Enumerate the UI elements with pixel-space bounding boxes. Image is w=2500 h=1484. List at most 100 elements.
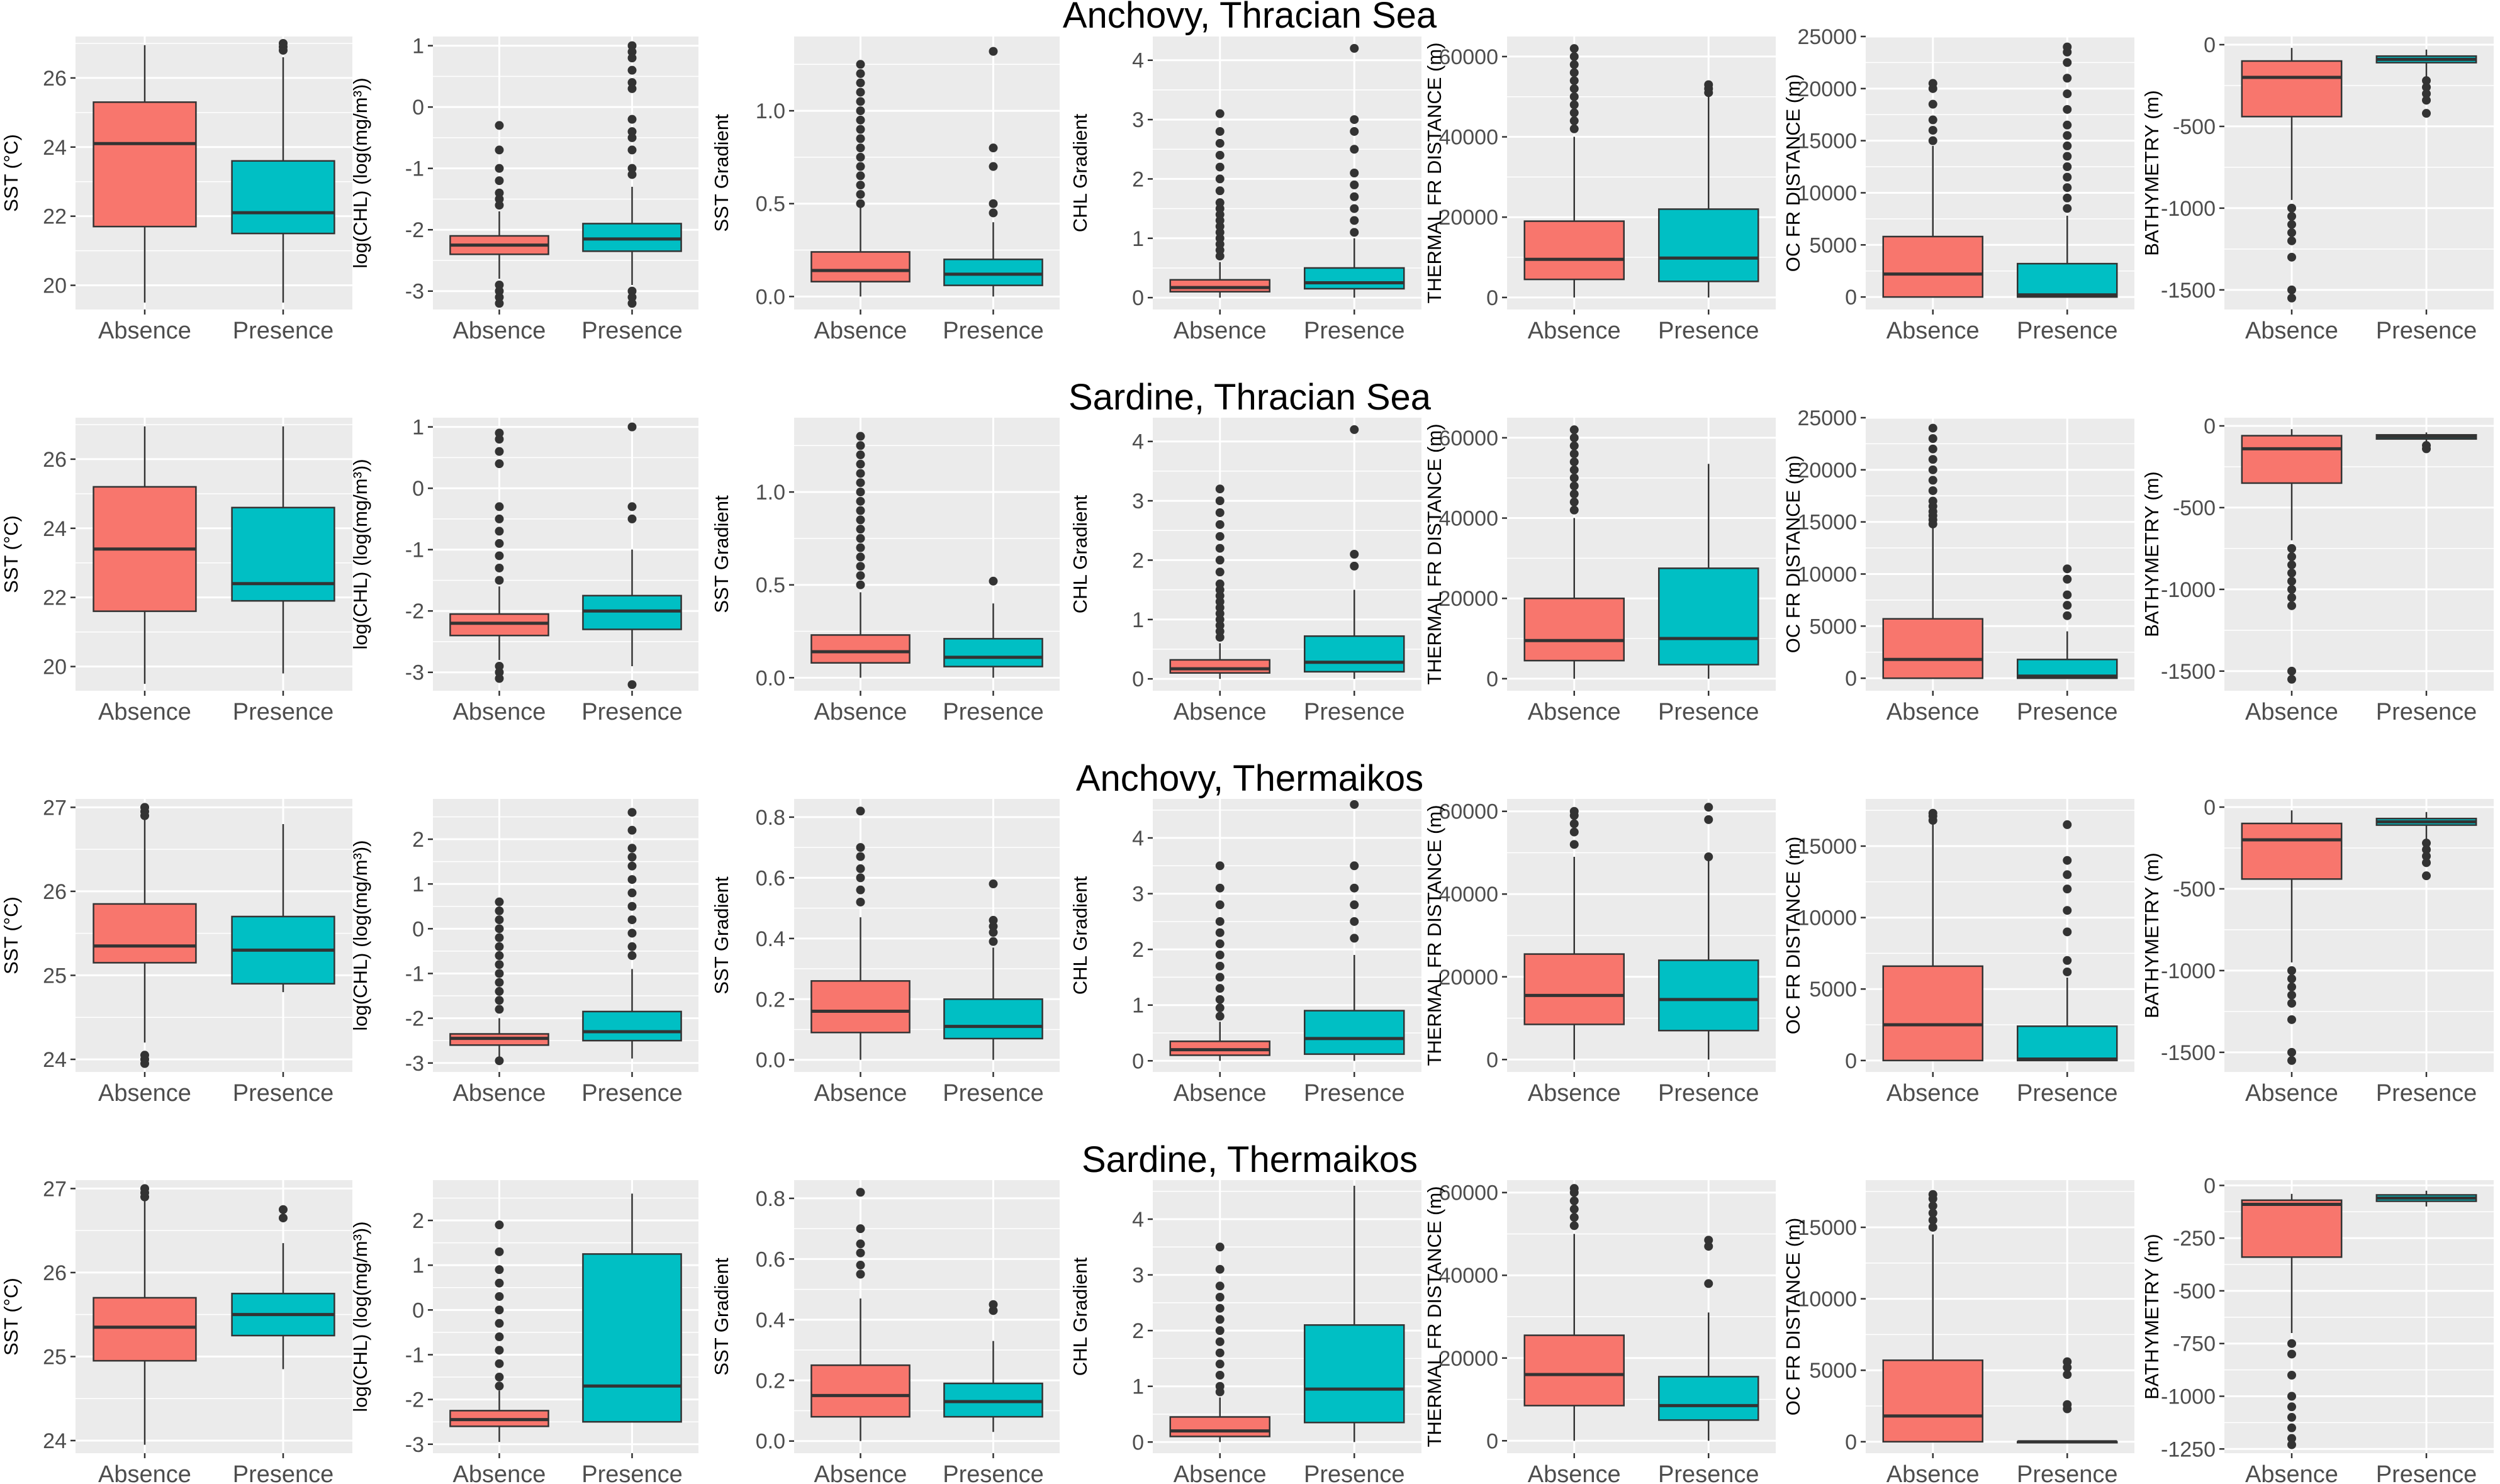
box-presence [582,808,682,1059]
outlier-point [495,661,504,671]
outlier-point [2063,927,2072,937]
outlier-point [1350,800,1359,809]
outlier-point [495,286,504,296]
outlier-point [1215,1003,1225,1013]
iqr-box [1523,1334,1625,1407]
outlier-point [2287,1440,2296,1449]
outlier-point [2063,856,2072,865]
outlier-point [856,1261,865,1270]
y-tick-label: -2 [405,218,424,242]
box-presence [943,1300,1043,1432]
x-category-label: Presence [943,318,1044,344]
outlier-point [140,1059,149,1068]
box-presence [231,824,335,993]
outlier-point [856,1239,865,1249]
outlier-point [2063,152,2072,161]
outlier-point [1704,80,1713,89]
outlier-point [2063,574,2072,584]
y-tick-label: 1.0 [756,481,785,505]
outlier-point [1215,484,1225,494]
iqr-box [810,1364,911,1418]
outlier-point [1569,806,1579,816]
outlier-point [1928,99,1937,109]
y-tick-label: 0 [2204,415,2216,438]
outlier-point [495,897,504,907]
outlier-point [2063,172,2072,182]
outlier-point [627,915,637,925]
iqr-box [1882,235,1983,298]
outlier-point [856,543,865,552]
y-tick-label: 24 [43,1048,67,1072]
panel-3-oc: 0 5000 10000 15000 Absence Presence OC FR DIST… [1782,799,2134,1107]
y-tick-label: 0 [412,1298,424,1322]
outlier-point [1569,60,1579,69]
box-presence [2375,1190,2477,1207]
box-absence [1882,808,1983,1062]
outlier-point [2063,120,2072,130]
y-tick-label: 4 [1132,827,1144,851]
y-tick-label: 1 [1132,994,1144,1018]
box-presence [2375,432,2477,454]
outlier-point [1704,1242,1713,1251]
outlier-point [856,806,865,816]
outlier-point [2287,252,2296,262]
panel-background [1153,36,1421,310]
y-tick-label: -250 [2173,1227,2216,1251]
panel-3-chl: -3 -2 -1 0 1 2 Absence Presence log(CHL) (log(mg… [349,799,698,1107]
outlier-point [1215,1348,1225,1358]
outlier-point [1215,883,1225,893]
box-absence [1882,423,1983,679]
outlier-point [1350,145,1359,154]
outlier-point [495,551,504,561]
iqr-box [92,903,197,964]
y-tick-label: 0 [1132,667,1144,691]
box-presence [1658,464,1759,679]
outlier-point [856,181,865,190]
outlier-point [1704,803,1713,812]
y-tick-label: 1 [412,873,424,896]
y-tick-label: 0.2 [756,1369,785,1393]
outlier-point [1350,900,1359,910]
box-presence [1658,803,1759,1060]
outlier-point [2063,956,2072,965]
box-presence [2375,49,2477,118]
outlier-point [2422,109,2431,118]
iqr-box [943,259,1043,286]
iqr-box [1658,208,1759,282]
outlier-point [1215,1337,1225,1346]
outlier-point [1350,192,1359,201]
outlier-point [2422,76,2431,86]
outlier-point [2063,162,2072,172]
outlier-point [495,915,504,925]
outlier-point [856,199,865,208]
outlier-point [495,674,504,683]
iqr-box [1169,1416,1270,1437]
x-category-label: Presence [1658,699,1759,725]
y-axis-label: OC FR DISTANCE (m) [1782,455,1804,654]
y-axis-label: log(CHL) (log(mg/m³)) [349,459,371,649]
outlier-point [627,170,637,179]
outlier-point [495,502,504,511]
row-title-3: Anchovy, Thermaikos [1076,758,1423,799]
outlier-point [627,844,637,853]
y-tick-label: 5000 [1809,233,1857,257]
outlier-point [2287,1423,2296,1432]
panel-2-chl-grad: 0 1 2 3 4 Absence Presence CHL Gradient [1069,418,1421,725]
box-absence [810,806,911,1060]
outlier-point [627,293,637,302]
outlier-point [856,189,865,199]
box-presence [231,1205,335,1370]
outlier-point [1215,973,1225,982]
outlier-point [1569,819,1579,828]
outlier-point [495,1278,504,1288]
box-presence [1658,1236,1759,1441]
outlier-point [989,143,998,153]
panel-1-bathy: -1500 -1000 -500 0 Absence Presence BATHYMETRY… [2141,33,2494,344]
box-absence [449,121,549,308]
box-absence [2241,1193,2343,1449]
y-tick-label: 0.8 [756,1187,785,1211]
y-tick-label: 5000 [1809,615,1857,639]
outlier-point [989,1300,998,1309]
y-tick-label: 20 [43,656,67,679]
